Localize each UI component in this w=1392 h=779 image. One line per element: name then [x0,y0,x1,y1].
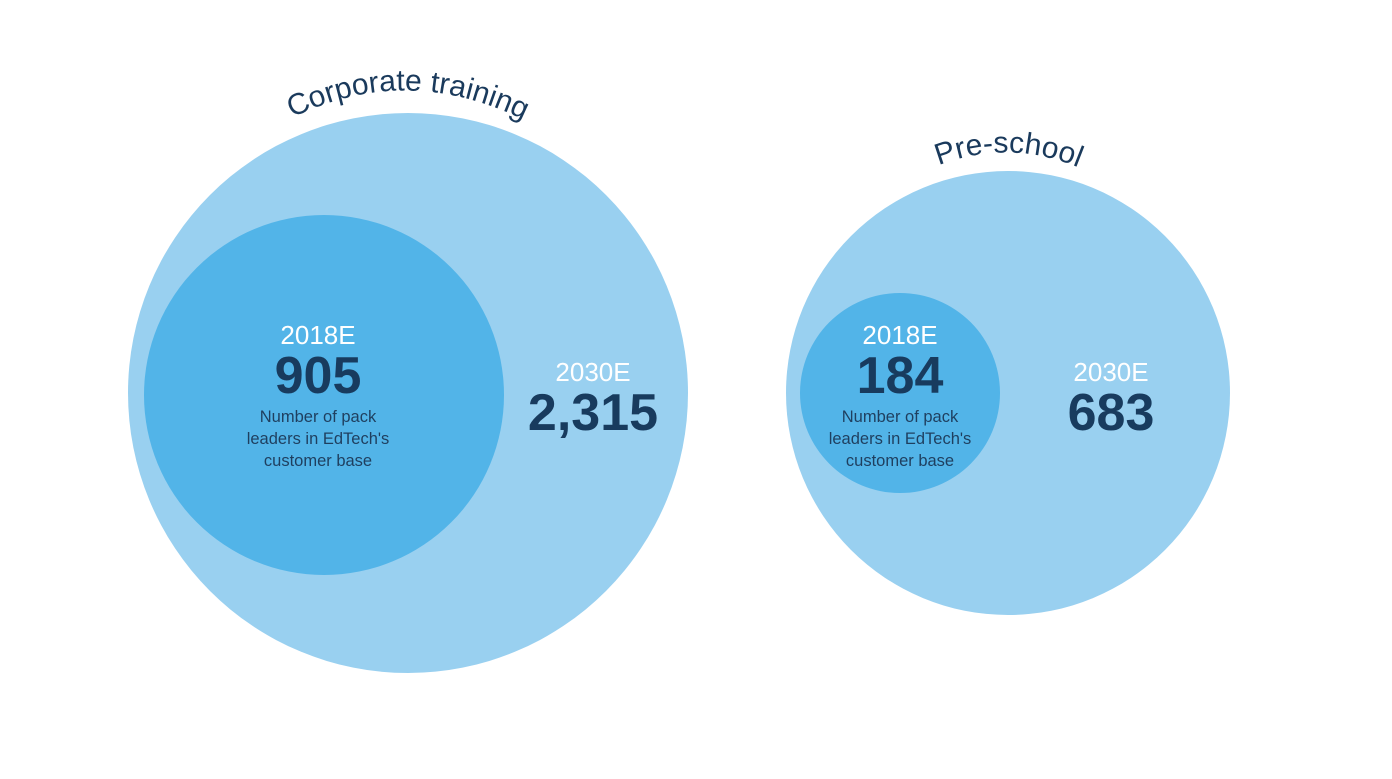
outer-value-label-corporate-training: 2,315 [528,384,658,442]
inner-description-line-1-pre-school: Number of pack [842,408,959,426]
inner-description-line-3: customer base [264,452,372,470]
inner-circle-corporate-training [144,215,504,575]
inner-description-line-1: Number of pack [260,408,377,426]
inner-description-line-2-pre-school: leaders in EdTech's [829,430,972,448]
group-title-pre-school: Pre-school [930,126,1087,173]
outer-year-label-pre-school: 2030E [1073,357,1148,387]
outer-year-label-corporate-training: 2030E [555,357,630,387]
inner-description-line-2: leaders in EdTech's [247,430,390,448]
outer-circle-pre-school [786,171,1230,615]
inner-value-label-corporate-training: 905 [275,347,362,405]
group-pre-school: Pre-school 2018E 184 Number of pack lead… [786,126,1230,615]
group-corporate-training: Corporate training 2018E 905 Number of p… [128,64,688,673]
inner-value-label-pre-school: 184 [857,347,944,405]
inner-year-label-corporate-training: 2018E [280,320,355,350]
inner-description-line-3-pre-school: customer base [846,452,954,470]
inner-year-label-pre-school: 2018E [862,320,937,350]
inner-circle-pre-school [800,293,1000,493]
outer-value-label-pre-school: 683 [1068,384,1155,442]
